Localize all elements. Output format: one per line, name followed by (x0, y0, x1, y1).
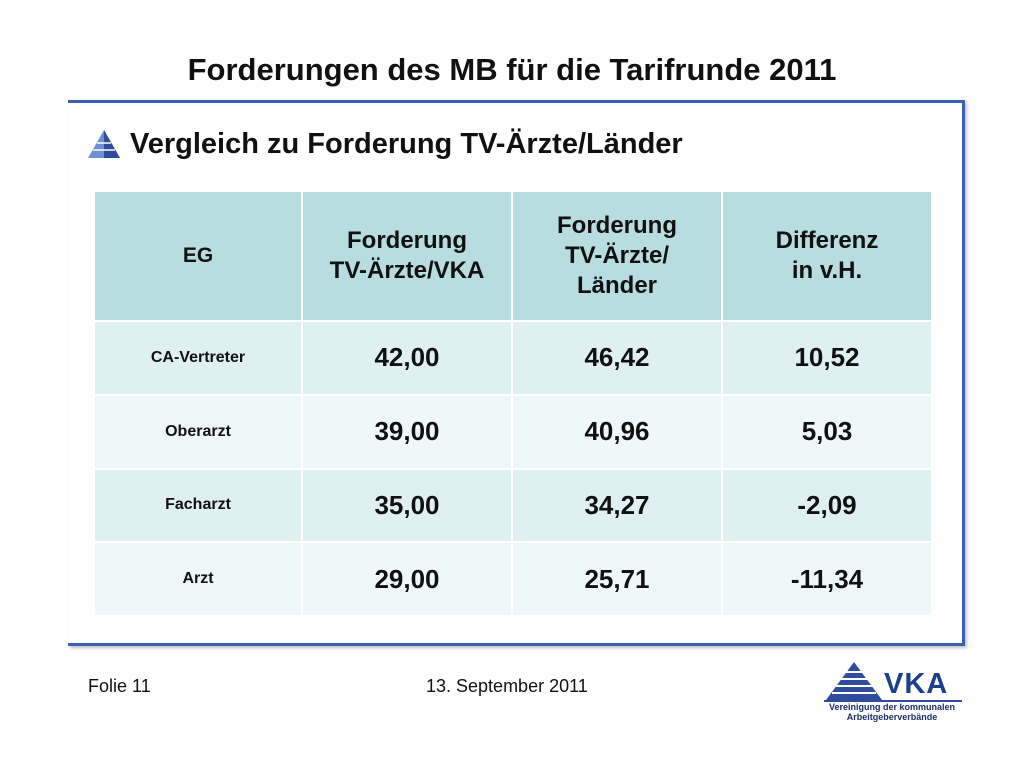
vka-logo-icon (824, 662, 962, 702)
header-eg: EG (95, 192, 301, 320)
cell-differenz: -2,09 (723, 469, 931, 542)
vka-logo-line1: Vereinigung der kommunalen (828, 702, 956, 712)
cell-forderung-laender: 40,96 (513, 395, 721, 468)
slide-title: Forderungen des MB für die Tarifrunde 20… (187, 52, 837, 87)
header-differenz-text: Differenz in v.H. (775, 227, 879, 284)
pyramid-bullet-icon (88, 130, 120, 158)
cell-forderung-vka: 35,00 (303, 469, 511, 542)
cell-eg: Oberarzt (95, 395, 301, 468)
cell-differenz: 5,03 (723, 395, 931, 468)
cell-forderung-laender: 25,71 (513, 543, 721, 615)
cell-eg: Facharzt (95, 469, 301, 542)
cell-forderung-vka: 42,00 (303, 322, 511, 394)
table-row: Oberarzt 39,00 40,96 5,03 (95, 395, 931, 468)
table-header-row: EG Forderung TV-Ärzte/VKA Forderung TV-Ä… (95, 192, 931, 320)
comparison-table: EG Forderung TV-Ärzte/VKA Forderung TV-Ä… (93, 190, 933, 617)
table-row: CA-Vertreter 42,00 46,42 10,52 (95, 322, 931, 394)
subtitle-row: Vergleich zu Forderung TV-Ärzte/Länder (86, 122, 683, 166)
cell-forderung-laender: 46,42 (513, 322, 721, 394)
cell-eg: CA-Vertreter (95, 322, 301, 394)
footer-date: 13. September 2011 (426, 676, 588, 696)
vka-logo-name: VKA (884, 668, 949, 700)
cell-forderung-laender: 34,27 (513, 469, 721, 542)
content-frame (68, 100, 965, 646)
table-row: Facharzt 35,00 34,27 -2,09 (95, 469, 931, 542)
header-differenz: Differenz in v.H. (723, 192, 931, 320)
vka-logo-subtext: Vereinigung der kommunalen Arbeitgeberve… (822, 702, 962, 722)
cell-forderung-vka: 29,00 (303, 543, 511, 615)
cell-eg: Arzt (95, 543, 301, 615)
header-forderung-laender-text: Forderung TV-Ärzte/ Länder (557, 212, 677, 299)
footer-slide-number: Folie 11 (88, 676, 151, 696)
header-forderung-laender: Forderung TV-Ärzte/ Länder (513, 192, 721, 320)
cell-forderung-vka: 39,00 (303, 395, 511, 468)
table-row: Arzt 29,00 25,71 -11,34 (95, 543, 931, 615)
header-forderung-vka-text: Forderung TV-Ärzte/VKA (329, 227, 485, 284)
vka-logo-line2: Arbeitgeberverbände (846, 712, 938, 722)
slide-subtitle: Vergleich zu Forderung TV-Ärzte/Länder (130, 127, 683, 160)
cell-differenz: -11,34 (723, 543, 931, 615)
cell-differenz: 10,52 (723, 322, 931, 394)
header-forderung-vka: Forderung TV-Ärzte/VKA (303, 192, 511, 320)
header-eg-text: EG (182, 244, 214, 267)
